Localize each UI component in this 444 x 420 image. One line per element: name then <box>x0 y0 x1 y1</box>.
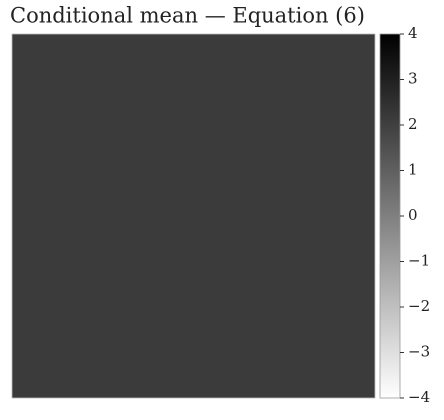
colorbar-tick-label: 0 <box>408 206 418 224</box>
chart-title: Conditional mean — Equation (6) <box>10 4 365 28</box>
colorbar-tick-label: −2 <box>408 297 430 315</box>
colorbar <box>379 33 401 399</box>
colorbar-tick-label: 1 <box>408 161 418 179</box>
colorbar-tick-label: −1 <box>408 252 430 270</box>
colorbar-tick-label: 2 <box>408 115 418 133</box>
colorbar-tick-label: −3 <box>408 343 430 361</box>
image-frame <box>11 33 376 399</box>
colorbar-tick-label: −4 <box>408 388 430 406</box>
colorbar-tick-label: 3 <box>408 70 418 88</box>
seismic-image <box>12 34 375 398</box>
colorbar-tick-label: 4 <box>408 24 418 42</box>
